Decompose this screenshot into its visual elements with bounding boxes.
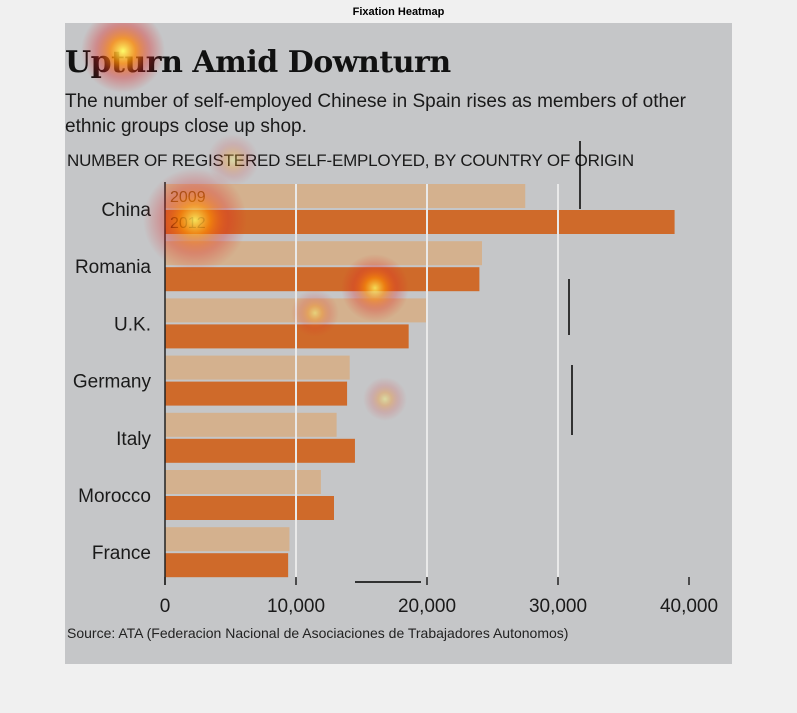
x-tick-label: 20,000 [398,596,456,617]
legend-label-2009: 2009 [170,189,206,206]
category-label: Germany [73,372,152,393]
bar-china-2012 [165,210,675,234]
category-label: China [101,200,151,221]
bar-romania-2012 [165,267,480,292]
figure-title: Fixation Heatmap [352,6,445,18]
bar-china-2009 [165,184,526,208]
x-tick-label: 10,000 [267,596,325,617]
legend-label-2012: 2012 [170,215,206,232]
bar-morocco-2012 [165,496,334,520]
bar-italy-2009 [165,412,337,437]
bar-france-2009 [165,527,290,552]
bar-uk-2012 [165,324,409,349]
bar-france-2012 [165,553,289,578]
bar-chart: China Romania U.K. Germany Italy Morocco Franc… [73,182,718,617]
bar-morocco-2009 [165,470,321,494]
x-tick-label: 30,000 [529,596,587,617]
subheadline: The number of self-employed Chinese in S… [65,91,686,137]
category-label: Morocco [78,486,151,507]
x-tick-label: 40,000 [660,596,718,617]
bar-germany-2012 [165,381,348,406]
infographic-panel: Upturn Amid Downturn The number of self-… [65,23,732,664]
source-note: Source: ATA (Federacion Nacional de Asoc… [67,625,569,641]
category-label: U.K. [114,314,151,335]
x-tick-label: 0 [160,596,171,617]
bar-germany-2009 [165,355,350,380]
category-label: Italy [116,429,151,450]
bar-romania-2009 [165,241,483,266]
category-label: France [92,543,151,564]
category-label: Romania [75,257,151,278]
bar-italy-2012 [165,438,355,463]
